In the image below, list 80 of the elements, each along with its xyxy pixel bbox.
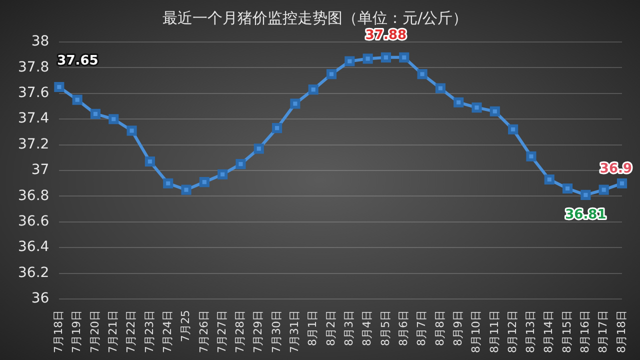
x-tick-label: 8月14日 xyxy=(542,310,556,354)
point xyxy=(290,98,300,109)
y-tick-label: 36.2 xyxy=(18,264,50,281)
x-tick-label: 8月4日 xyxy=(360,310,374,346)
point xyxy=(144,156,155,167)
x-tick-label: 8月7日 xyxy=(415,310,428,346)
point xyxy=(326,69,337,80)
x-tick-label: 8月13日 xyxy=(524,310,538,354)
x-tick-label: 7月20日 xyxy=(88,310,102,354)
chart-title: 最近一个月猪价监控走势图（单位：元/公斤） xyxy=(162,8,468,27)
point xyxy=(454,97,464,108)
data-label: 37.88 xyxy=(365,28,407,43)
x-tick-label: 7月30日 xyxy=(270,310,283,354)
x-tick-label: 7月23日 xyxy=(142,310,156,354)
point xyxy=(344,56,355,66)
y-tick-label: 37 xyxy=(31,162,50,178)
point xyxy=(90,108,101,119)
x-tick-label: 8月8日 xyxy=(433,310,446,346)
y-tick-label: 36.4 xyxy=(18,239,50,256)
y-tick-label: 37.8 xyxy=(18,59,50,76)
point xyxy=(362,54,373,64)
x-tick-label: 7月29日 xyxy=(252,310,265,354)
point xyxy=(544,174,554,185)
y-tick-label: 37.6 xyxy=(18,85,50,102)
x-tick-label: 8月11日 xyxy=(488,310,501,354)
point xyxy=(199,177,210,188)
x-tick-label: 7月24日 xyxy=(160,310,174,354)
x-tick-label: 8月17日 xyxy=(596,310,610,354)
x-tick-label: 8月12日 xyxy=(506,310,519,354)
point xyxy=(598,184,609,195)
x-tick-label: 7月28日 xyxy=(234,310,247,354)
point xyxy=(126,126,137,136)
point xyxy=(254,144,264,154)
y-tick-label: 36 xyxy=(31,290,50,307)
point xyxy=(490,106,500,116)
point xyxy=(181,184,192,195)
x-tick-label: 7月31日 xyxy=(288,310,302,354)
x-tick-label: 7月19日 xyxy=(70,310,84,354)
x-tick-label: 7月26日 xyxy=(197,310,210,354)
point xyxy=(616,178,628,188)
x-tick-label: 7月25 xyxy=(179,310,192,342)
data-label: 36.9 xyxy=(600,162,632,177)
point xyxy=(562,183,573,194)
x-tick-label: 7月22日 xyxy=(124,310,138,354)
y-tick-label: 36.6 xyxy=(18,214,50,230)
x-tick-label: 8月16日 xyxy=(578,310,592,354)
point xyxy=(72,94,82,105)
point xyxy=(272,123,282,134)
point xyxy=(380,52,392,62)
point xyxy=(163,178,174,188)
x-tick-label: 8月10日 xyxy=(470,310,483,354)
point xyxy=(108,114,119,124)
point xyxy=(236,159,246,170)
data-label: 37.65 xyxy=(57,53,98,68)
point xyxy=(54,82,64,92)
x-tick-label: 7月27日 xyxy=(215,310,228,354)
y-tick-label: 36.8 xyxy=(18,188,50,204)
data-label: 36.81 xyxy=(565,207,606,222)
y-tick-label: 37.2 xyxy=(18,136,50,152)
point xyxy=(435,83,446,94)
point xyxy=(218,169,228,180)
x-tick-label: 8月3日 xyxy=(342,310,356,346)
x-tick-label: 8月18日 xyxy=(614,310,628,354)
point xyxy=(526,151,536,162)
x-tick-label: 8月9日 xyxy=(451,310,464,346)
point xyxy=(472,102,482,113)
point xyxy=(308,84,318,95)
x-tick-label: 8月5日 xyxy=(378,310,392,346)
x-tick-label: 8月6日 xyxy=(396,310,410,346)
x-tick-label: 7月21日 xyxy=(106,310,120,354)
x-tick-label: 7月18日 xyxy=(52,310,66,354)
x-tick-label: 8月2日 xyxy=(324,310,338,346)
y-tick-label: 38 xyxy=(31,34,50,50)
y-tick-label: 37.4 xyxy=(18,110,50,127)
point xyxy=(580,190,591,200)
point xyxy=(417,69,428,80)
point xyxy=(399,52,410,62)
x-tick-label: 8月15日 xyxy=(560,310,574,354)
x-tick-label: 8月1日 xyxy=(306,310,320,346)
point xyxy=(508,124,518,134)
